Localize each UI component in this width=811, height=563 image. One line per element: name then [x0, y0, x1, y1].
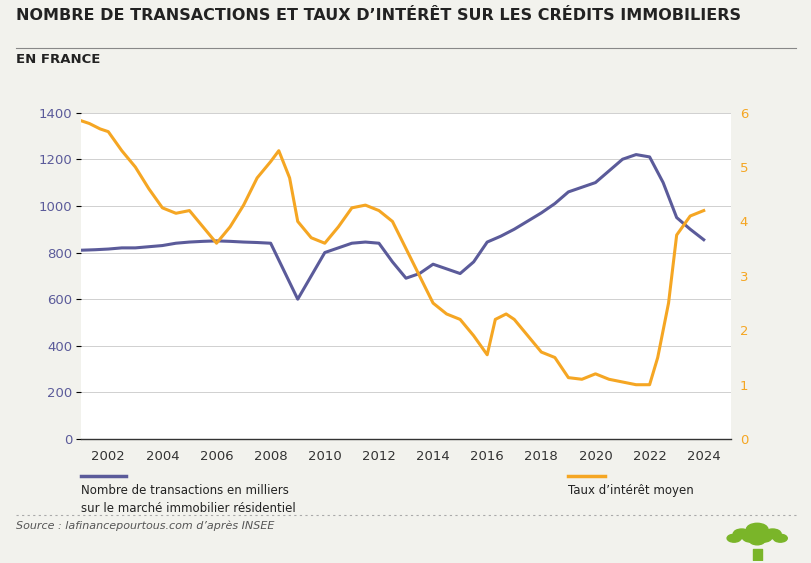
Ellipse shape	[732, 529, 749, 539]
Ellipse shape	[745, 523, 767, 535]
Text: Nombre de transactions en milliers
sur le marché immobilier résidentiel: Nombre de transactions en milliers sur l…	[81, 484, 295, 515]
Text: NOMBRE DE TRANSACTIONS ET TAUX D’INTÉRÊT SUR LES CRÉDITS IMMOBILIERS: NOMBRE DE TRANSACTIONS ET TAUX D’INTÉRÊT…	[16, 8, 740, 24]
Ellipse shape	[749, 536, 764, 545]
Text: Source : lafinancepourtous.com d’après INSEE: Source : lafinancepourtous.com d’après I…	[16, 521, 274, 531]
Ellipse shape	[726, 534, 740, 542]
Ellipse shape	[754, 533, 771, 542]
Text: Taux d’intérêt moyen: Taux d’intérêt moyen	[568, 484, 693, 497]
Ellipse shape	[772, 534, 787, 542]
Ellipse shape	[741, 533, 758, 542]
Ellipse shape	[763, 529, 780, 539]
Text: EN FRANCE: EN FRANCE	[16, 53, 101, 66]
